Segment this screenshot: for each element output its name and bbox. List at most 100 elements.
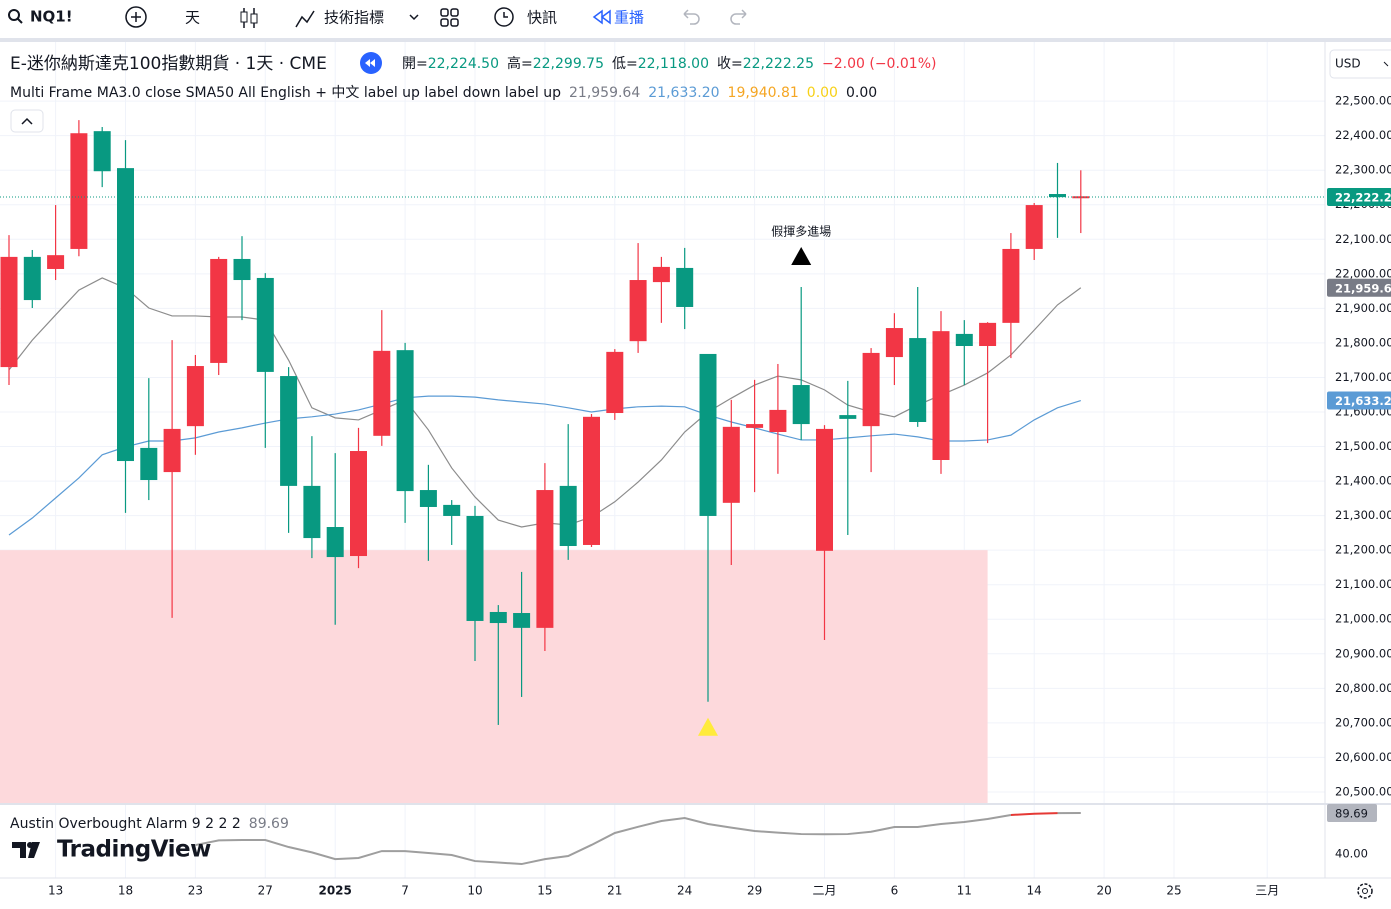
y-tick-label: 21,200.00 (1335, 543, 1391, 557)
interval[interactable]: 天 (185, 9, 200, 27)
indicator-value: 0.00 (807, 85, 838, 101)
candle-body (163, 428, 181, 473)
y-tick-label: 21,300.00 (1335, 508, 1391, 522)
candle-body (559, 485, 577, 547)
price-tag-label: 21,633.20 (1335, 394, 1391, 408)
x-tick-label: 15 (537, 884, 552, 898)
y-tick-label: 22,100.00 (1335, 232, 1391, 246)
y-tick-label: 21,700.00 (1335, 370, 1391, 384)
chart-type-icon (240, 11, 248, 23)
x-tick-label: 27 (258, 884, 273, 898)
zone (0, 550, 988, 803)
currency[interactable]: USD (1335, 57, 1361, 71)
ohlc-value: 22,224.50 (428, 56, 499, 72)
x-tick-label: 25 (1166, 884, 1181, 898)
chart-panes: 假揮多進場 20,500.00 20,600.00 20,700.00 20,800.0… (0, 41, 1391, 898)
alert-icon (494, 7, 514, 27)
candle-body (0, 256, 18, 368)
candle-body (186, 366, 204, 427)
candle-body (256, 277, 274, 372)
undo-icon[interactable] (683, 9, 700, 25)
y-tick-label: 21,800.00 (1335, 335, 1391, 349)
logo: TradingView (12, 837, 212, 863)
ohlc-value: 22,299.75 (533, 56, 604, 72)
x-tick-label: 7 (401, 884, 409, 898)
candle-body (443, 504, 461, 516)
layout-icon[interactable] (440, 8, 459, 27)
price-tag (1327, 188, 1391, 207)
candle-body (396, 350, 414, 492)
symbol-search[interactable]: NQ1! (8, 8, 73, 26)
y-tick-label: 21,900.00 (1335, 301, 1391, 315)
candle-body (932, 331, 950, 460)
candle-body (140, 447, 158, 481)
x-tick-label: 二月 (812, 884, 836, 898)
dropdown-icon[interactable] (409, 14, 419, 21)
replay-badge-icon (365, 59, 375, 67)
candle-body (489, 611, 507, 624)
y-tick-label: 21,500.00 (1335, 439, 1391, 453)
candle-body (629, 280, 647, 342)
indicator-legend: Multi Frame MA3.0 close SMA50 All Englis… (10, 85, 877, 101)
x-tick-label: 6 (891, 884, 899, 898)
ohlc-key: 低= (612, 56, 638, 72)
candle-body (816, 428, 833, 551)
candle-body (1025, 205, 1043, 249)
candle-body (303, 485, 321, 539)
x-tick-label: 20 (1096, 884, 1111, 898)
candle-body (955, 333, 973, 347)
signal-label: 假揮多進場 (771, 224, 831, 238)
x-tick-label: 三月 (1255, 884, 1279, 898)
currency-button[interactable] (1329, 49, 1391, 79)
y-tick-label: 22,000.00 (1335, 266, 1391, 280)
candle-body (280, 376, 298, 486)
candle-body (326, 527, 344, 558)
layout-icon (450, 8, 459, 17)
candle-body (792, 385, 810, 425)
chart-type-icon (250, 13, 258, 24)
collapse-button[interactable] (10, 109, 44, 133)
candle-body (466, 515, 484, 621)
replay-button[interactable]: 重播 (614, 9, 644, 27)
y-tick-label: 22,400.00 (1335, 128, 1391, 142)
indicator-line (1010, 812, 1058, 816)
candle-body (350, 451, 367, 557)
redo-icon[interactable] (730, 9, 747, 25)
ohlc-values: 開=22,224.50 高=22,299.75 低=22,118.00 收=22,22… (402, 55, 936, 72)
symbol[interactable]: NQ1! (30, 8, 73, 26)
price-tag-label: 22,222.25 (1335, 191, 1391, 205)
price-tag (1327, 278, 1391, 297)
price-tag-label: 21,959.64 (1335, 281, 1391, 295)
signal-marker (698, 717, 718, 736)
candle-body (909, 338, 927, 422)
add-symbol-icon[interactable] (125, 6, 147, 28)
price-tag (1327, 391, 1391, 410)
x-tick-label: 23 (188, 884, 203, 898)
logo-text: TradingView (57, 837, 211, 863)
settings-icon[interactable] (1357, 883, 1373, 899)
candle-body (862, 352, 880, 427)
candle-body (652, 266, 670, 283)
alerts-button[interactable]: 快訊 (527, 9, 557, 27)
candle-body (373, 350, 391, 436)
logo-icon (27, 842, 33, 848)
candle-body (885, 328, 903, 358)
candle-body (583, 416, 600, 545)
candle-body (1002, 248, 1020, 323)
x-tick-label: 29 (747, 884, 762, 898)
y-tick-label: 20,800.00 (1335, 681, 1391, 695)
symbol-title: E-迷你納斯達克100指數期貨 · 1天 · CME (10, 54, 327, 74)
y-tick-label: 21,100.00 (1335, 577, 1391, 591)
indicator-value: 21,633.20 (648, 85, 719, 101)
candle-body (513, 613, 531, 628)
candle-body (536, 490, 554, 628)
candle-body (47, 255, 65, 269)
candle-body (769, 409, 787, 433)
x-tick-label: 14 (1027, 884, 1042, 898)
candle-body (70, 133, 88, 249)
x-tick-label: 11 (957, 884, 972, 898)
signal-marker (791, 246, 812, 265)
indicators-button[interactable]: 技術指標 (324, 9, 384, 27)
add-symbol-icon (131, 12, 141, 22)
